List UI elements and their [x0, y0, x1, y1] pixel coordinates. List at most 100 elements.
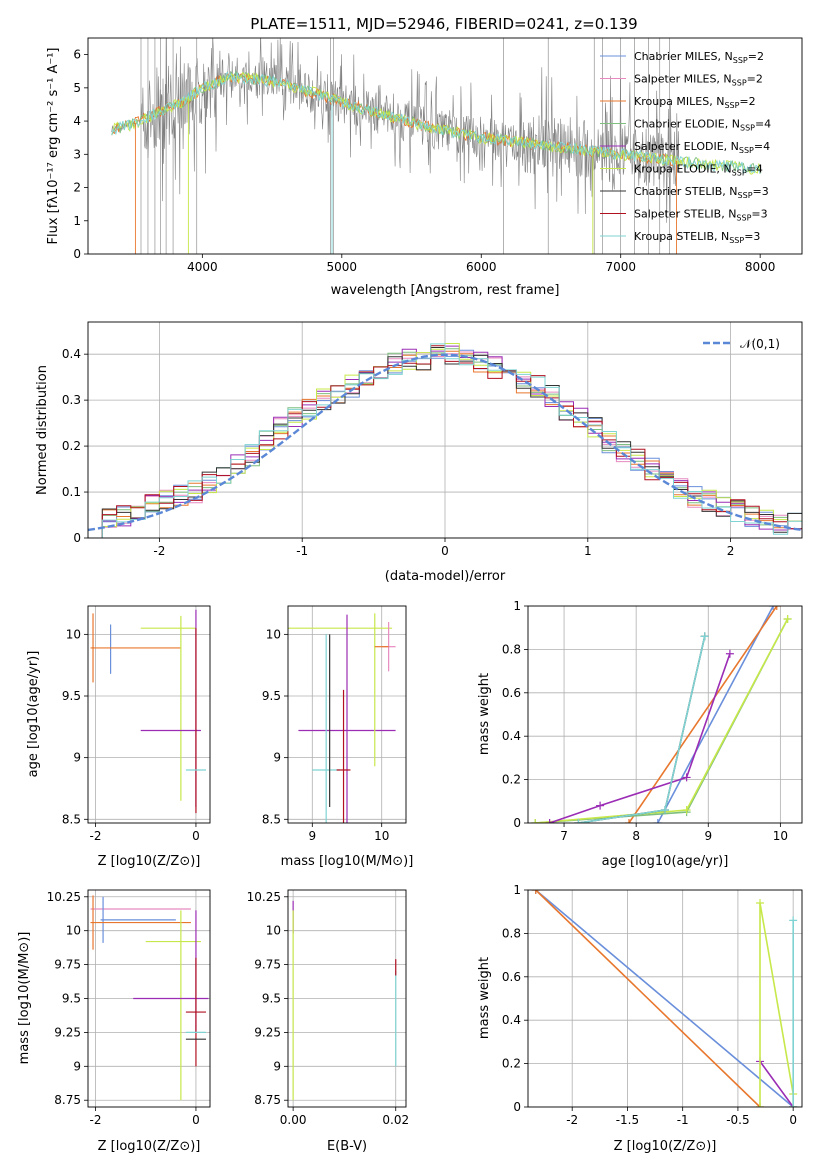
y-axis-label: Flux [fλ10⁻¹⁷ erg cm⁻² s⁻¹ A⁻¹]: [46, 48, 61, 245]
y-tick-label: 10.25: [47, 890, 81, 904]
y-tick-label: 1: [513, 883, 521, 897]
mass-weight-line: [759, 1060, 794, 1107]
x-tick-label: -1: [677, 1113, 689, 1127]
mass-weight-line: [628, 606, 778, 823]
y-tick-label: 9: [273, 751, 281, 765]
y-tick-label: 0.2: [502, 1057, 521, 1071]
legend-label: 𝒩(0,1): [740, 337, 780, 351]
y-tick-label: 0.6: [502, 970, 521, 984]
x-tick-label: 5000: [327, 260, 358, 274]
model-spectrum: [111, 71, 761, 175]
x-axis-label: Z [log10(Z/Z⊙)]: [614, 1139, 717, 1154]
y-tick-label: 0: [73, 531, 81, 545]
y-tick-label: 0.6: [502, 686, 521, 700]
y-tick-label: 0.4: [62, 347, 81, 361]
x-tick-label: 0.02: [382, 1113, 409, 1127]
y-axis-label: Normed distribution: [35, 365, 50, 495]
y-tick-label: 9: [273, 1059, 281, 1073]
y-tick-label: 10: [266, 627, 281, 641]
mass-weight-line: [578, 636, 706, 823]
y-tick-label: 4: [73, 114, 81, 128]
y-axis-label: mass [log10(M/M⊙)]: [17, 932, 32, 1065]
y-tick-label: 10: [266, 924, 281, 938]
point-marker: [700, 632, 709, 641]
x-tick-label: 7: [560, 829, 568, 843]
y-tick-label: 9.75: [254, 958, 281, 972]
axes-frame: [87, 605, 211, 824]
y-tick-label: 9.75: [54, 958, 81, 972]
x-tick-label: 8000: [745, 260, 776, 274]
point-marker: [756, 899, 765, 908]
x-tick-label: -1: [296, 544, 308, 558]
y-tick-label: 8.5: [262, 812, 281, 826]
y-tick-label: 9.25: [254, 1025, 281, 1039]
y-tick-label: 8.75: [254, 1093, 281, 1107]
y-axis-label: mass weight: [477, 957, 492, 1039]
axes-frame: [527, 605, 803, 824]
spectrum-legend: Chabrier MILES, NSSP=2 Salpeter MILES, NS…: [600, 50, 771, 245]
point-marker: [531, 819, 540, 823]
plot-area: [528, 890, 802, 1107]
x-tick-label: 10: [773, 829, 788, 843]
y-tick-label: 10: [66, 627, 81, 641]
legend-label: Kroupa ELODIE, NSSP=4: [634, 163, 763, 178]
legend-label: Chabrier STELIB, NSSP=3: [634, 185, 769, 200]
y-tick-label: 9.5: [62, 689, 81, 703]
x-axis-label: Z [log10(Z/Z⊙)]: [98, 1139, 201, 1154]
point-marker: [682, 805, 691, 814]
axes-frame: [87, 37, 803, 255]
plot-area: [288, 606, 406, 823]
x-tick-label: 0: [789, 1113, 797, 1127]
y-tick-label: 0: [513, 1100, 521, 1114]
y-tick-label: 0.2: [62, 439, 81, 453]
x-tick-label: 10: [374, 829, 389, 843]
mass-weight-line: [578, 636, 706, 823]
observed-spectrum: [111, 38, 680, 223]
x-axis-label: mass [log10(M/M⊙)]: [281, 854, 414, 869]
y-tick-label: 0.4: [502, 1013, 521, 1027]
y-tick-label: 9: [73, 1059, 81, 1073]
x-axis-label: Z [log10(Z/Z⊙)]: [98, 854, 201, 869]
mass-weight-line: [549, 653, 731, 823]
point-marker: [653, 819, 662, 823]
legend-label: Salpeter ELODIE, NSSP=4: [634, 140, 770, 155]
y-tick-label: 0.8: [502, 642, 521, 656]
x-tick-label: 1: [584, 544, 592, 558]
point-marker: [596, 801, 605, 810]
y-tick-label: 0.4: [502, 729, 521, 743]
y-tick-label: 0.1: [62, 485, 81, 499]
y-tick-label: 0.2: [502, 773, 521, 787]
x-axis-label: wavelength [Angstrom, rest frame]: [331, 283, 560, 298]
y-tick-label: 8.75: [54, 1093, 81, 1107]
plot-area: [88, 890, 210, 1107]
y-axis-label: age [log10(age/yr)]: [26, 651, 41, 778]
point-marker: [545, 819, 554, 823]
x-tick-label: 0: [192, 1113, 200, 1127]
point-marker: [789, 1103, 798, 1107]
x-axis-label: E(B-V): [327, 1139, 367, 1154]
age-vs-metallicity-panel: -2 0 8.5 9 9.5 10 Z [log10(Z/Z⊙)] age [log10(ag…: [26, 605, 211, 869]
y-tick-label: 5: [73, 81, 81, 95]
point-marker: [531, 890, 540, 894]
y-tick-label: 6: [73, 48, 81, 62]
x-tick-label: -2: [153, 544, 165, 558]
x-tick-label: 6000: [466, 260, 497, 274]
y-tick-label: 9.25: [54, 1025, 81, 1039]
plot-area: [88, 606, 210, 823]
x-tick-label: 9: [308, 829, 316, 843]
y-tick-label: 10.25: [247, 890, 281, 904]
axes-frame: [287, 605, 407, 824]
mass-weight-vs-metallicity-panel: -2 -1.5 -1 -0.5 0 0 0.2 0.4 0.6 0.8 1 Z [log10(Z/Z⊙…: [477, 883, 803, 1154]
plot-area: [528, 606, 802, 823]
x-tick-label: -2: [566, 1113, 578, 1127]
point-marker: [574, 819, 583, 823]
mass-weight-line: [535, 890, 761, 1107]
y-tick-label: 0.8: [502, 926, 521, 940]
y-tick-label: 8.5: [62, 812, 81, 826]
x-tick-label: 8: [632, 829, 640, 843]
x-tick-label: -0.5: [726, 1113, 749, 1127]
legend-label: Salpeter MILES, NSSP=2: [634, 73, 763, 88]
mass-vs-metallicity-panel: -2 0 8.75 9 9.25 9.5 9.75 10 10.25 Z [log10(Z/Z⊙)…: [17, 889, 211, 1154]
x-tick-label: 7000: [605, 260, 636, 274]
x-tick-label: -2: [90, 1113, 102, 1127]
